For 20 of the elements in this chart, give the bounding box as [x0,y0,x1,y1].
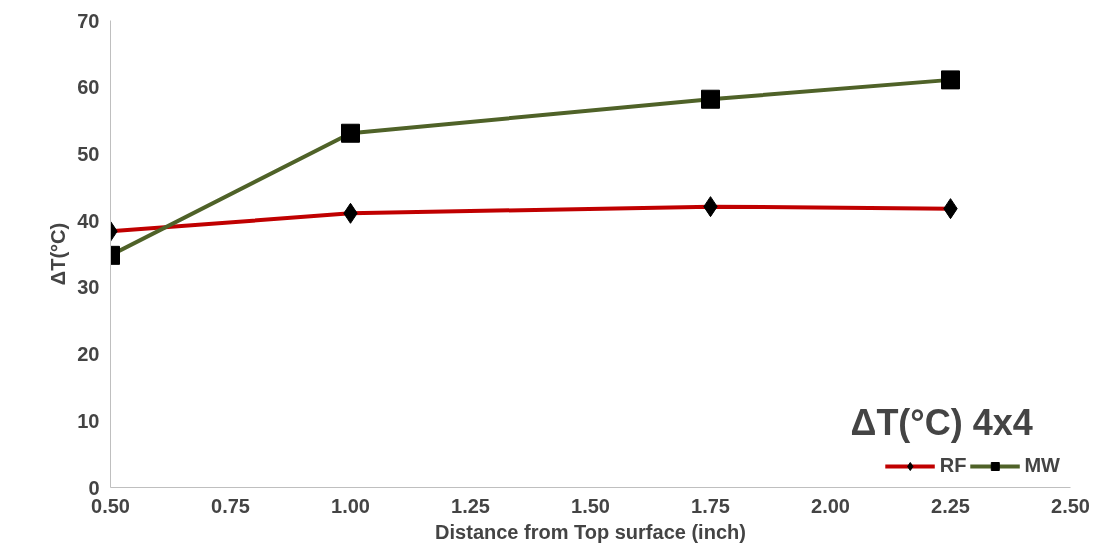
y-tick-label: 50 [77,142,100,165]
x-tick-label: 1.25 [451,494,490,517]
legend-label: MW [1024,454,1060,477]
y-axis-title: ΔT(°C) [47,222,70,286]
y-tick-label: 20 [77,343,100,366]
y-tick-label: 60 [77,76,100,99]
x-tick-label: 0.75 [211,494,250,517]
y-tick-label: 10 [77,409,100,432]
text: ΔT(°C) 4x4 [850,401,1033,443]
y-tick-label: 70 [77,9,100,32]
x-tick-label: 2.00 [811,494,850,517]
x-tick-label: 2.25 [931,494,970,517]
x-tick-label: 2.50 [1051,494,1090,517]
legend-label: RF [939,454,967,477]
y-tick-label: 30 [77,276,100,299]
y-tick-label: 40 [77,209,100,232]
x-axis-title: Distance from Top surface (inch) [435,520,746,543]
x-tick-label: 1.50 [571,494,610,517]
x-tick-label: 1.75 [691,494,730,517]
x-tick-label: 1.00 [331,494,370,517]
